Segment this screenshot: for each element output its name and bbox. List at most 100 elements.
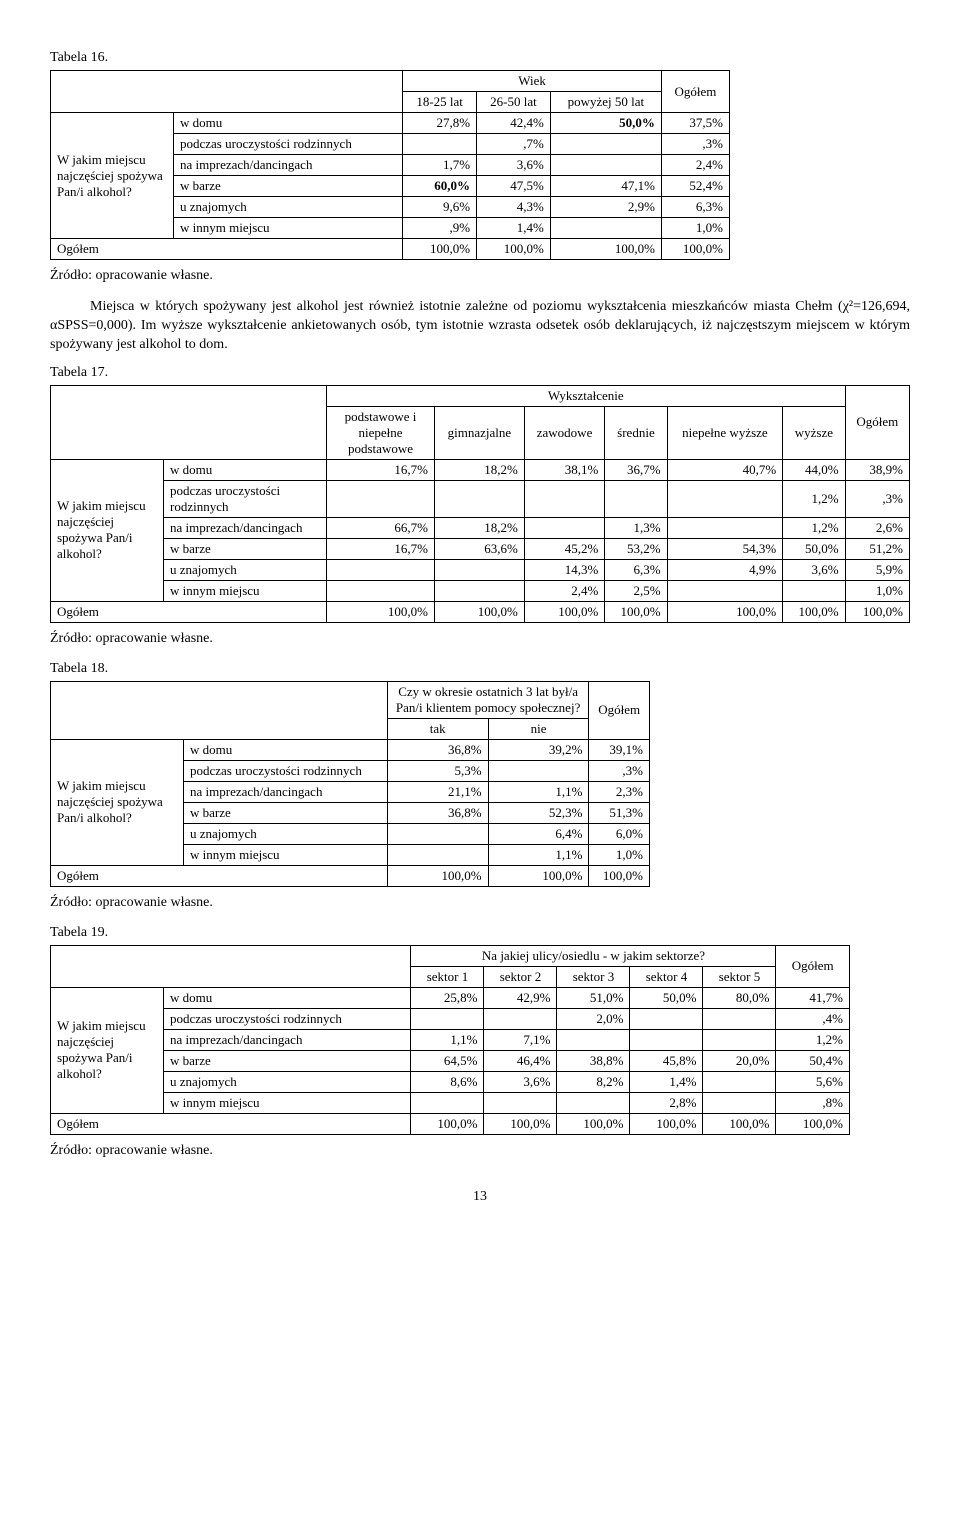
cell: 25,8% [411,987,484,1008]
t19-c1: sektor 1 [411,966,484,987]
t19-r-wbarze: w barze [164,1050,411,1071]
cell: 36,8% [387,739,488,760]
cell: 3,6% [783,559,845,580]
cell [550,134,661,155]
cell: 100,0% [387,865,488,886]
cell: 1,0% [589,844,650,865]
t19-r-winnym: w innym miejscu [164,1092,411,1113]
cell: 100,0% [630,1113,703,1134]
cell [484,1092,557,1113]
t17-r-impr: na imprezach/dancingach [164,517,327,538]
cell [667,480,783,517]
cell: 52,4% [661,176,729,197]
t18-r-total: Ogółem [51,865,388,886]
table16: Wiek Ogółem 18-25 lat 26-50 lat powyżej … [50,70,730,260]
t19-c3: sektor 3 [557,966,630,987]
cell [435,580,525,601]
cell: 1,3% [605,517,667,538]
cell [703,1008,776,1029]
t18-r-impr: na imprezach/dancingach [184,781,388,802]
cell: 16,7% [327,459,435,480]
cell: 44,0% [783,459,845,480]
cell [524,517,604,538]
cell: 6,4% [488,823,589,844]
t18-head-q: Czy w okresie ostatnich 3 lat był/a Pan/… [387,681,589,718]
t18-source: Źródło: opracowanie własne. [50,895,910,911]
t16-source: Źródło: opracowanie własne. [50,268,910,284]
page-number: 13 [50,1189,910,1205]
t19-c4: sektor 4 [630,966,703,987]
cell: 100,0% [605,601,667,622]
cell: 3,6% [484,1071,557,1092]
cell: 100,0% [477,239,551,260]
cell: 50,0% [630,987,703,1008]
t16-col2: 26-50 lat [477,92,551,113]
t17-c3: zawodowe [524,406,604,459]
cell: 100,0% [435,601,525,622]
cell: 100,0% [550,239,661,260]
cell: 38,8% [557,1050,630,1071]
cell: 2,3% [589,781,650,802]
t18-r-wdomu: w domu [184,739,388,760]
cell: 80,0% [703,987,776,1008]
cell: 47,1% [550,176,661,197]
cell [667,517,783,538]
cell: 46,4% [484,1050,557,1071]
cell: 100,0% [589,865,650,886]
cell [484,1008,557,1029]
t16-r-uznaj: u znajomych [174,197,403,218]
cell [703,1092,776,1113]
cell [387,844,488,865]
cell: 5,9% [845,559,909,580]
cell: ,3% [845,480,909,517]
cell: ,8% [776,1092,850,1113]
table17-caption: Tabela 17. [50,365,910,381]
cell: 45,8% [630,1050,703,1071]
cell: ,7% [477,134,551,155]
cell: 36,7% [605,459,667,480]
cell: 53,2% [605,538,667,559]
cell: 63,6% [435,538,525,559]
cell: 1,7% [403,155,477,176]
cell: 14,3% [524,559,604,580]
t16-col3: powyżej 50 lat [550,92,661,113]
cell: 51,0% [557,987,630,1008]
cell: 1,1% [488,781,589,802]
cell: 1,4% [477,218,551,239]
cell: 64,5% [411,1050,484,1071]
cell: 38,1% [524,459,604,480]
cell: 1,4% [630,1071,703,1092]
cell: 38,9% [845,459,909,480]
cell: 7,1% [484,1029,557,1050]
cell: 100,0% [667,601,783,622]
t16-head-wiek: Wiek [403,71,662,92]
cell [327,580,435,601]
cell: 39,1% [589,739,650,760]
t18-r-uznaj: u znajomych [184,823,388,844]
cell: 42,4% [477,113,551,134]
table18: Czy w okresie ostatnich 3 lat był/a Pan/… [50,681,650,887]
cell [605,480,667,517]
t19-head-ogolem: Ogółem [776,945,850,987]
t16-col1: 18-25 lat [403,92,477,113]
t16-question: W jakim miejscu najczęściej spożywa Pan/… [51,113,174,239]
cell [403,134,477,155]
cell: 1,0% [661,218,729,239]
cell: 100,0% [484,1113,557,1134]
cell: 5,6% [776,1071,850,1092]
cell: 52,3% [488,802,589,823]
t17-r-wdomu: w domu [164,459,327,480]
table16-caption: Tabela 16. [50,50,910,66]
t17-source: Źródło: opracowanie własne. [50,631,910,647]
cell: 6,3% [605,559,667,580]
cell: 2,8% [630,1092,703,1113]
cell [435,480,525,517]
cell: 1,2% [783,517,845,538]
cell: 1,2% [783,480,845,517]
cell: 9,6% [403,197,477,218]
cell: 8,2% [557,1071,630,1092]
cell: 42,9% [484,987,557,1008]
cell [783,580,845,601]
cell: 100,0% [703,1113,776,1134]
t18-r-uroczyst: podczas uroczystości rodzinnych [184,760,388,781]
